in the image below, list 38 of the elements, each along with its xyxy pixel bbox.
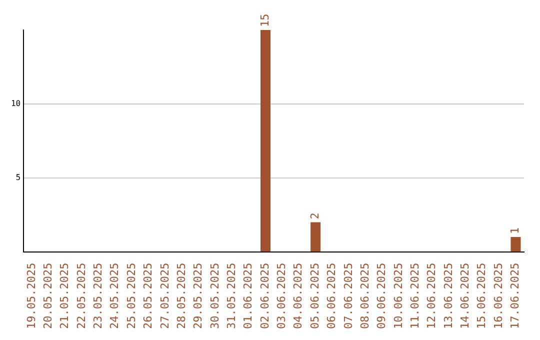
x-tick-label: 01.06.2025 xyxy=(242,262,255,330)
x-tick-label: 11.06.2025 xyxy=(408,262,422,330)
x-tick-label: 09.06.2025 xyxy=(375,262,388,330)
bar xyxy=(260,30,271,252)
x-tick-label: 03.06.2025 xyxy=(275,262,288,330)
x-tick-label: 10.06.2025 xyxy=(392,262,405,330)
x-tick-label: 07.06.2025 xyxy=(342,262,355,330)
x-tick-label: 17.06.2025 xyxy=(508,262,522,330)
x-tick-label: 25.05.2025 xyxy=(124,262,138,330)
x-tick-label: 22.05.2025 xyxy=(74,262,88,330)
x-tick-label: 16.06.2025 xyxy=(492,262,505,330)
x-tick-label: 14.06.2025 xyxy=(458,262,472,330)
x-tick-label: 19.05.2025 xyxy=(24,262,38,330)
x-tick-label: 06.06.2025 xyxy=(325,262,338,330)
x-tick-label: 05.06.2025 xyxy=(308,262,322,330)
x-tick-label: 28.05.2025 xyxy=(174,262,188,330)
x-tick-label: 27.05.2025 xyxy=(158,262,172,330)
y-tick-label: 5 xyxy=(16,172,21,182)
x-tick-label: 13.06.2025 xyxy=(442,262,455,330)
x-tick-label: 26.05.2025 xyxy=(142,262,155,330)
x-tick-label: 08.06.2025 xyxy=(358,262,372,330)
x-tick-label: 20.05.2025 xyxy=(42,262,55,330)
y-tick-label: 10 xyxy=(10,99,21,108)
x-tick-label: 04.06.2025 xyxy=(292,262,305,330)
bar xyxy=(310,222,321,252)
x-tick-label: 02.06.2025 xyxy=(258,262,272,330)
x-tick-label: 29.05.2025 xyxy=(192,262,205,330)
x-tick-label: 24.05.2025 xyxy=(108,262,122,330)
x-tick-label: 21.05.2025 xyxy=(58,262,72,330)
x-tick-label: 15.06.2025 xyxy=(475,262,488,330)
x-tick-label: 23.05.2025 xyxy=(92,262,105,330)
data-label: 1 xyxy=(508,227,522,234)
data-label: 2 xyxy=(308,212,322,220)
data-label: 15 xyxy=(258,14,272,27)
x-tick-label: 30.05.2025 xyxy=(208,262,222,330)
bar xyxy=(510,236,521,252)
x-tick-label: 31.05.2025 xyxy=(225,262,238,330)
x-tick-label: 12.06.2025 xyxy=(425,262,438,330)
